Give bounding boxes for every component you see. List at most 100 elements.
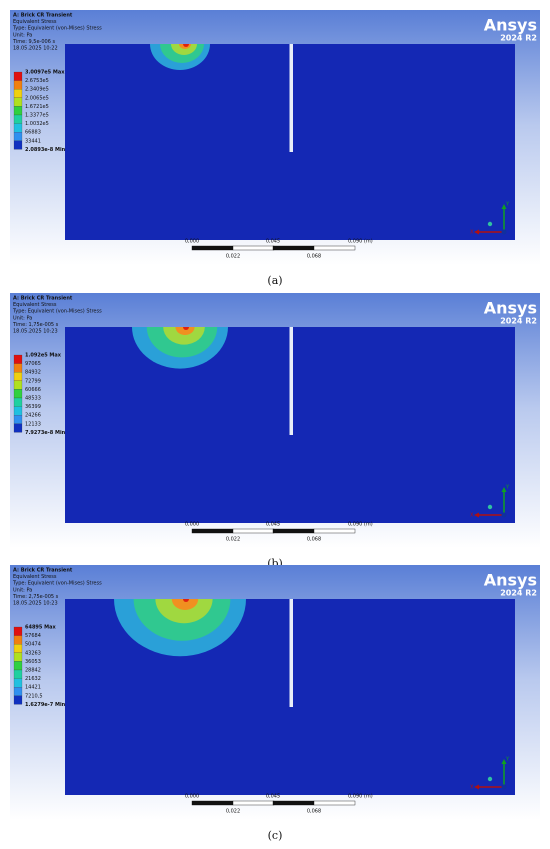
- scale-segment: [313, 800, 356, 806]
- legend-label: 1.0032e5: [25, 121, 49, 127]
- legend-swatch: [13, 415, 23, 424]
- triad-y-head: [501, 487, 507, 492]
- stress-zone: [155, 599, 213, 624]
- legend-label: 2.3409e5: [25, 87, 49, 93]
- header-unit: Unit: Pa: [13, 32, 32, 38]
- scale-segment: [313, 245, 356, 251]
- scale-label: 0,000: [185, 522, 199, 528]
- scale-segment: [272, 528, 315, 534]
- header-title: A: Brick CR Transient: [13, 13, 73, 19]
- triad-y-head: [501, 204, 507, 209]
- scale-label: 0,068: [307, 537, 321, 543]
- legend-label: 36053: [25, 659, 41, 665]
- legend-label: 3.0097e5 Max: [25, 70, 65, 76]
- stress-zone: [183, 599, 189, 602]
- triad-x-head: [474, 512, 479, 518]
- header-result: Equivalent Stress: [13, 574, 57, 580]
- stress-zone: [183, 327, 189, 330]
- caption: (c): [268, 829, 283, 842]
- scale-segment: [232, 528, 275, 534]
- scale-label: 0,045: [266, 522, 280, 528]
- legend-swatch: [13, 80, 23, 90]
- stress-zone: [171, 599, 199, 610]
- stress-zone: [163, 327, 205, 345]
- scale-segment: [272, 800, 315, 806]
- legend-swatch: [13, 687, 23, 696]
- legend-label: 2.6753e5: [25, 78, 49, 84]
- legend-swatch: [13, 372, 23, 381]
- triad-ball: [487, 776, 493, 782]
- stress-region: [150, 44, 210, 70]
- scale-label: 0,045: [266, 794, 280, 800]
- legend-label: 12133: [25, 421, 41, 427]
- scale-label: 0,090 (m): [348, 239, 373, 245]
- legend-swatch: [13, 123, 23, 133]
- header-type: Type: Equivalent (von-Mises) Stress: [12, 581, 102, 587]
- stress-zone: [175, 327, 195, 335]
- legend-label: 84932: [25, 370, 41, 376]
- legend-label: 1.6721e5: [25, 104, 49, 110]
- legend-swatch: [13, 423, 23, 433]
- legend-label: 24266: [25, 413, 41, 419]
- legend-label: 21632: [25, 676, 41, 682]
- scale-label: 0,045: [266, 239, 280, 245]
- legend-label: 50474: [25, 642, 41, 648]
- triad-y-head: [501, 759, 507, 764]
- legend-label: 33441: [25, 138, 41, 144]
- legend-label: 7.9273e-8 Min: [25, 430, 66, 436]
- legend-label: 28842: [25, 668, 41, 674]
- header-time: Time: 1,75e-005 s: [12, 322, 59, 328]
- legend-swatch: [13, 652, 23, 662]
- triad-ball: [487, 221, 493, 227]
- legend-swatch: [13, 635, 23, 645]
- legend-label: 7210,5: [25, 693, 43, 699]
- scale-label: 0,000: [185, 239, 199, 245]
- header-time: Time: 2,75e-005 s: [12, 594, 59, 600]
- header-type: Type: Equivalent (von-Mises) Stress: [12, 26, 102, 32]
- logo: Ansys: [484, 299, 537, 318]
- scale-segment: [272, 245, 315, 251]
- legend-label: 2.0893e-8 Min: [25, 147, 66, 153]
- logo: Ansys: [484, 571, 537, 590]
- stress-region: [114, 599, 246, 657]
- crack: [289, 44, 293, 152]
- axis-y-label: Y: [505, 202, 510, 208]
- header-unit: Unit: Pa: [13, 587, 32, 593]
- legend-label: 48533: [25, 396, 41, 402]
- header-date: 18.05.2025 10:23: [13, 329, 58, 335]
- scale-segment: [232, 245, 275, 251]
- legend-label: 36399: [25, 404, 41, 410]
- header-result: Equivalent Stress: [13, 302, 57, 308]
- legend-swatch: [13, 695, 23, 705]
- version: 2024 R2: [500, 34, 537, 43]
- version: 2024 R2: [500, 589, 537, 598]
- stress-region: [132, 327, 228, 369]
- axis-y-label: Y: [505, 757, 510, 763]
- header-result: Equivalent Stress: [13, 19, 57, 25]
- legend-label: 1.6279e-7 Min: [25, 702, 66, 708]
- legend-label: 57684: [25, 633, 41, 639]
- legend-swatch: [13, 140, 23, 150]
- scale-label: 0,022: [226, 254, 240, 260]
- legend-swatch: [13, 97, 23, 107]
- legend-swatch: [13, 380, 23, 390]
- legend-swatch: [13, 397, 23, 407]
- header-date: 18.05.2025 10:22: [13, 46, 58, 52]
- scale-segment: [232, 800, 275, 806]
- legend-swatch: [13, 106, 23, 116]
- triad-origin: [501, 229, 507, 235]
- caption: (a): [267, 274, 282, 287]
- axis-y-label: Y: [505, 485, 510, 491]
- legend-label: 66883: [25, 130, 41, 136]
- crack: [289, 327, 293, 435]
- header-unit: Unit: Pa: [13, 315, 32, 321]
- scale-label: 0,000: [185, 794, 199, 800]
- logo: Ansys: [484, 16, 537, 35]
- legend-swatch: [13, 406, 23, 416]
- triad-x-head: [474, 784, 479, 790]
- triad-origin: [501, 512, 507, 518]
- scale-label: 0,022: [226, 809, 240, 815]
- legend-swatch: [13, 644, 23, 653]
